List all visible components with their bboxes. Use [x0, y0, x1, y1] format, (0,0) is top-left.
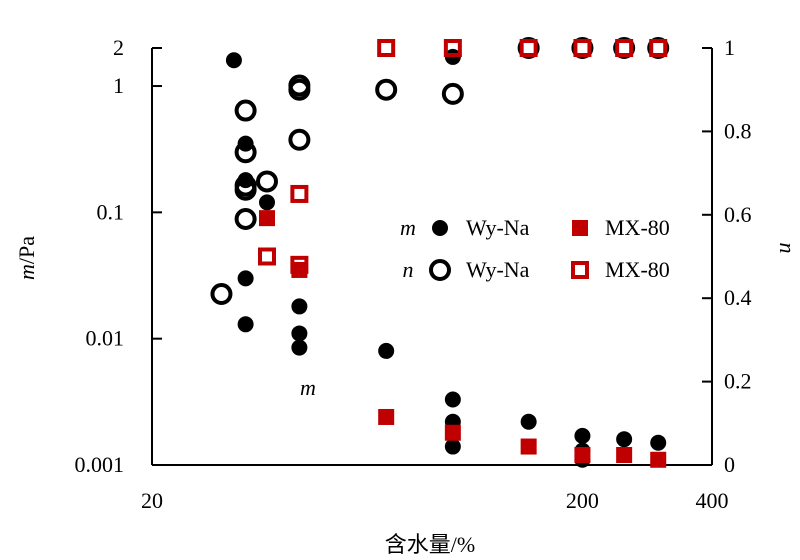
legend-marker-filled-circle: [432, 220, 448, 236]
legend-series-label: Wy-Na: [466, 215, 530, 240]
point-n-wy-na: [234, 141, 257, 164]
legend-var-label: m: [400, 215, 416, 240]
legend-var-label: n: [403, 257, 414, 282]
point-n-mx-80: [649, 39, 668, 57]
point-n-mx-80: [290, 255, 309, 274]
y-right-tick-label: 0.8: [724, 118, 752, 143]
y-left-tick-label: 0.001: [75, 452, 125, 477]
x-axis-title: 含水量/%: [385, 532, 475, 557]
point-n-wy-na: [234, 207, 257, 230]
point-m-mx-80: [574, 446, 591, 463]
point-m-wy-na: [291, 339, 308, 356]
point-n-wy-na: [255, 170, 278, 193]
point-m-mx-80: [616, 446, 633, 463]
point-m-wy-na: [258, 194, 275, 211]
y-left-axis-unit: /Pa: [14, 236, 39, 264]
y-right-tick-label: 1: [724, 35, 735, 60]
legend-series-label: Wy-Na: [466, 257, 530, 282]
data-points: [210, 37, 670, 468]
legend-marker-filled-square: [572, 220, 588, 236]
y-right-tick-label: 0.2: [724, 369, 752, 394]
y-left-tick-label: 1: [113, 73, 124, 98]
point-m-wy-na: [444, 391, 461, 408]
x-tick-label: 400: [696, 488, 729, 513]
point-n-mx-80: [615, 39, 634, 57]
legend-marker-open-circle: [429, 259, 451, 281]
legend: m Wy-Na MX-80 n Wy-Na MX-80: [400, 215, 670, 282]
legend-series-label: MX-80: [605, 257, 670, 282]
point-m-mx-80: [520, 438, 537, 455]
y-right-tick-label: 0: [724, 452, 735, 477]
y-left-tick-label: 2: [113, 35, 124, 60]
point-n-mx-80: [290, 184, 309, 203]
y-left-tick-label: 0.1: [97, 199, 125, 224]
point-n-wy-na: [441, 82, 464, 105]
y-left-tick-label: 0.01: [86, 326, 125, 351]
x-tick-label: 20: [141, 488, 163, 513]
point-m-wy-na: [616, 431, 633, 448]
point-m-wy-na: [650, 434, 667, 451]
point-m-mx-80: [258, 210, 275, 227]
point-n-wy-na: [210, 283, 233, 306]
point-m-mx-80: [650, 451, 667, 468]
point-n-mx-80: [573, 39, 592, 57]
point-n-wy-na: [288, 128, 311, 151]
x-tick-label: 200: [566, 488, 599, 513]
point-n-wy-na: [375, 78, 398, 101]
point-m-wy-na: [237, 316, 254, 333]
y-right-tick-label: 0.4: [724, 285, 752, 310]
legend-marker-open-square: [571, 261, 589, 279]
y-left-axis-title: m/Pa: [14, 236, 39, 280]
point-m-wy-na: [291, 298, 308, 315]
y-right-axis-title: n: [775, 243, 800, 254]
point-n-wy-na: [288, 78, 311, 101]
m-annotation: m: [300, 375, 316, 400]
point-m-mx-80: [444, 424, 461, 441]
point-m-wy-na: [378, 342, 395, 359]
point-m-wy-na: [225, 52, 242, 69]
point-n-mx-80: [443, 39, 462, 57]
y-right-tick-label: 0.6: [724, 202, 752, 227]
point-m-wy-na: [237, 270, 254, 287]
point-m-wy-na: [520, 413, 537, 430]
point-m-wy-na: [444, 438, 461, 455]
point-m-mx-80: [378, 408, 395, 425]
point-m-wy-na: [574, 427, 591, 444]
legend-series-label: MX-80: [605, 215, 670, 240]
point-n-wy-na: [234, 99, 257, 122]
point-m-wy-na: [291, 325, 308, 342]
point-n-mx-80: [519, 39, 538, 57]
point-n-mx-80: [377, 39, 396, 57]
y-left-axis-var: m: [14, 264, 39, 280]
point-n-wy-na: [234, 178, 257, 201]
point-n-mx-80: [257, 247, 276, 266]
axes: [151, 48, 713, 466]
